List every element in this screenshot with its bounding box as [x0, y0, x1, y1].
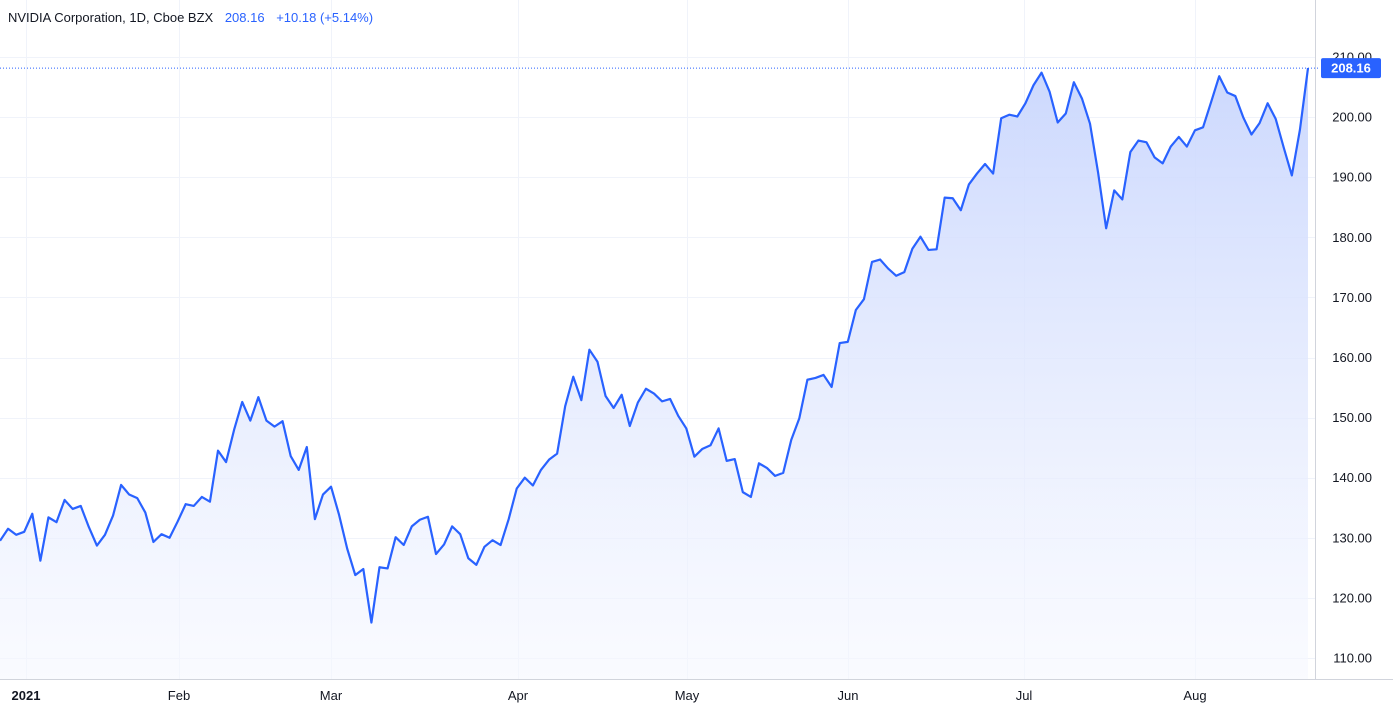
price-line — [0, 67, 1310, 624]
price-tick-label: 160.00 — [1332, 350, 1372, 365]
time-axis[interactable]: 2021 Feb Mar Apr May Jun Jul Aug — [12, 688, 1207, 703]
price-tick-label: 120.00 — [1332, 590, 1372, 605]
last-price-tag-box — [1321, 58, 1381, 79]
price-tick-label: 200.00 — [1332, 110, 1372, 125]
price-tick-label: 130.00 — [1332, 530, 1372, 545]
price-change-value: +10.18 (+5.14%) — [276, 10, 374, 25]
time-tick-label: Mar — [320, 688, 343, 703]
time-tick-label: Feb — [168, 688, 190, 703]
price-tick-label: 190.00 — [1332, 170, 1372, 185]
last-price-value: 208.16 — [224, 10, 265, 25]
price-axis[interactable]: 110.00 120.00 130.00 140.00 150.00 160.00 170.… — [1332, 50, 1372, 666]
time-tick-label: Apr — [508, 688, 529, 703]
price-tick-label: 110.00 — [1333, 651, 1372, 666]
last-price-tag-text: 208.16 — [1331, 61, 1371, 76]
last-price-tag: 208.16 — [1321, 58, 1381, 79]
time-tick-label: May — [675, 688, 700, 703]
price-area-fill — [0, 68, 1308, 679]
price-tick-label: 140.00 — [1332, 470, 1372, 485]
price-tick-label: 170.00 — [1332, 290, 1372, 305]
time-tick-label: Jun — [838, 688, 859, 703]
time-tick-label: Jul — [1016, 688, 1033, 703]
price-tick-label: 180.00 — [1332, 230, 1372, 245]
time-tick-label: 2021 — [12, 688, 41, 703]
price-tick-label: 150.00 — [1332, 410, 1372, 425]
time-tick-label: Aug — [1183, 688, 1206, 703]
chart-legend: NVIDIA Corporation, 1D, Cboe BZX 208.16 … — [8, 10, 373, 25]
symbol-title[interactable]: NVIDIA Corporation, 1D, Cboe BZX — [8, 10, 214, 25]
